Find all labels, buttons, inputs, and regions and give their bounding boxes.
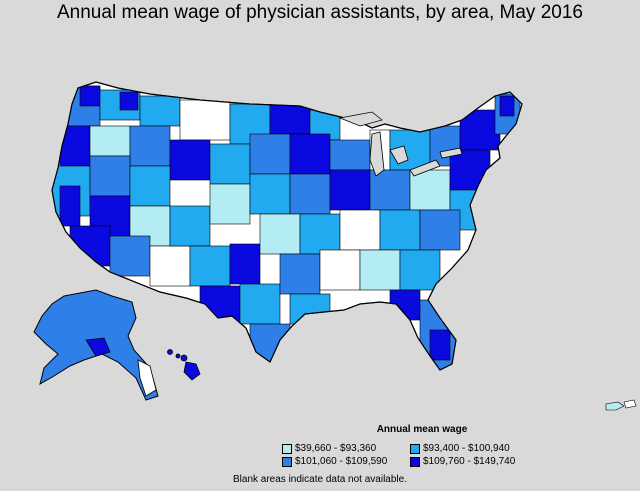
legend-item-2: $93,400 - $100,940 <box>410 443 540 454</box>
legend-label-2: $93,400 - $100,940 <box>423 443 510 454</box>
alaska <box>33 289 159 401</box>
legend-label-1: $39,660 - $93,360 <box>295 443 377 454</box>
legend-items: $39,660 - $93,360 $93,400 - $100,940 $10… <box>282 443 532 467</box>
legend-item-4: $109,760 - $149,740 <box>410 456 540 467</box>
hawaii <box>167 349 201 381</box>
map-legend: Annual mean wage $39,660 - $93,360 $93,4… <box>282 424 532 467</box>
legend-label-3: $101,060 - $109,590 <box>295 456 388 467</box>
legend-swatch-2 <box>410 443 420 454</box>
legend-item-1: $39,660 - $93,360 <box>282 443 410 454</box>
legend-item-3: $101,060 - $109,590 <box>282 456 410 467</box>
puerto-rico <box>605 399 637 411</box>
map-title: Annual mean wage of physician assistants… <box>57 2 583 23</box>
blank-areas-note: Blank areas indicate data not available. <box>232 474 407 485</box>
great-lakes <box>338 111 463 177</box>
legend-label-4: $109,760 - $149,740 <box>423 456 516 467</box>
legend-swatch-1 <box>282 443 292 454</box>
legend-title: Annual mean wage <box>376 424 468 435</box>
legend-swatch-3 <box>282 456 292 467</box>
legend-swatch-4 <box>410 456 420 467</box>
us-outline <box>51 81 523 371</box>
